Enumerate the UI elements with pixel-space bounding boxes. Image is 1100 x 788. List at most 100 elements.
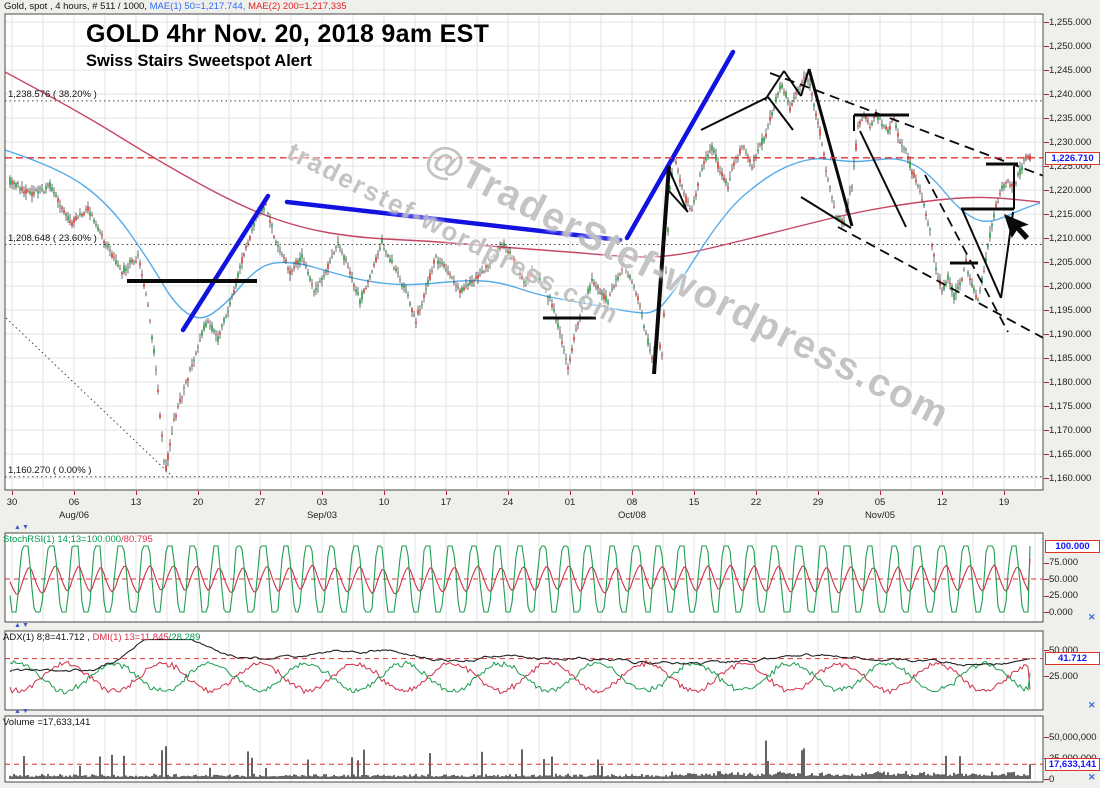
date-axis-tick	[198, 491, 199, 495]
stochrsi-axis-label: 0.000	[1049, 606, 1073, 618]
chart-subtitle: Swiss Stairs Sweetspot Alert	[86, 52, 312, 70]
volume-collapse-arrows-icon[interactable]: ▲▼	[14, 708, 30, 715]
price-axis-label: 1,240.000	[1049, 88, 1092, 100]
price-axis-tick	[1044, 22, 1049, 23]
date-axis-tick	[136, 491, 137, 495]
price-axis-tick	[1044, 382, 1049, 383]
price-axis-tick	[1044, 118, 1049, 119]
price-axis-label: 1,200.000	[1049, 280, 1092, 292]
date-axis-tick	[1004, 491, 1005, 495]
date-axis-label: 15	[688, 497, 700, 508]
date-axis-tick	[570, 491, 571, 495]
adx-axis-label: 50.000	[1049, 644, 1079, 656]
price-axis-label: 1,175.000	[1049, 400, 1092, 412]
price-axis-tick	[1044, 286, 1049, 287]
price-axis-label: 1,195.000	[1049, 304, 1092, 316]
instrument-header: Gold, spot , 4 hours, # 511 / 1000, MAE(…	[4, 1, 347, 12]
price-axis-label: 1,245.000	[1049, 64, 1092, 76]
stochrsi-label: StochRSI(1) 14;13=100.000/80.795	[3, 534, 153, 545]
date-axis-tick	[446, 491, 447, 495]
date-axis-tick	[818, 491, 819, 495]
date-axis-label: 29	[812, 497, 824, 508]
volume-label: Volume =17,633,141	[3, 717, 91, 728]
date-axis-label: 03	[316, 497, 328, 508]
stochrsi-axis-label: 50.000	[1049, 573, 1079, 585]
date-axis-tick	[942, 491, 943, 495]
date-axis-tick	[756, 491, 757, 495]
adx-collapse-arrows-icon[interactable]: ▲▼	[14, 622, 30, 629]
adx-label: ADX(1) 8;8=41.712 , DMI(1) 13=11.845/28.…	[3, 632, 201, 643]
price-axis-label: 1,210.000	[1049, 232, 1092, 244]
fib-label-23-6: 1,208.648 ( 23.60% )	[8, 233, 97, 244]
price-axis-label: 1,255.000	[1049, 16, 1092, 28]
date-axis-tick	[12, 491, 13, 495]
price-axis-tick	[1044, 358, 1049, 359]
price-axis-tick	[1044, 166, 1049, 167]
date-axis-label: 08	[626, 497, 638, 508]
month-axis-label: Aug/06	[58, 510, 90, 521]
instrument-label: Gold, spot , 4 hours, # 511 / 1000,	[4, 1, 147, 12]
mae1-label: MAE(1) 50=1,217.744,	[146, 1, 246, 12]
price-axis-label: 1,225.000	[1049, 160, 1092, 172]
price-axis-label: 1,165.000	[1049, 448, 1092, 460]
price-axis-tick	[1044, 214, 1049, 215]
volume-axis-label: 50,000,000	[1049, 731, 1097, 743]
date-axis-label: 05	[874, 497, 886, 508]
date-axis-label: 19	[998, 497, 1010, 508]
price-axis-tick	[1044, 262, 1049, 263]
date-axis-tick	[632, 491, 633, 495]
price-axis-label: 1,160.000	[1049, 472, 1092, 484]
stochrsi-close-icon[interactable]: ✕	[1088, 612, 1096, 622]
date-axis-label: 12	[936, 497, 948, 508]
date-axis-tick	[260, 491, 261, 495]
date-axis-label: 06	[68, 497, 80, 508]
date-axis-label: 10	[378, 497, 390, 508]
price-axis-tick	[1044, 190, 1049, 191]
date-axis-tick	[694, 491, 695, 495]
adx-value-tag: 41.712	[1045, 652, 1100, 665]
price-axis-label: 1,230.000	[1049, 136, 1092, 148]
date-axis-tick	[74, 491, 75, 495]
price-axis-label: 1,205.000	[1049, 256, 1092, 268]
price-axis-tick	[1044, 310, 1049, 311]
volume-axis-label: 0	[1049, 773, 1055, 785]
price-axis-label: 1,170.000	[1049, 424, 1092, 436]
date-axis-label: 17	[440, 497, 452, 508]
price-axis-label: 1,190.000	[1049, 328, 1092, 340]
price-axis-tick	[1044, 70, 1049, 71]
volume-close-icon[interactable]: ✕	[1088, 772, 1096, 782]
stochrsi-collapse-arrows-icon[interactable]: ▲▼	[14, 524, 30, 531]
month-axis-label: Oct/08	[618, 510, 646, 521]
price-axis-label: 1,180.000	[1049, 376, 1092, 388]
month-axis-label: Nov/05	[864, 510, 896, 521]
date-axis-label: 27	[254, 497, 266, 508]
date-axis-tick	[384, 491, 385, 495]
price-axis-label: 1,215.000	[1049, 208, 1092, 220]
price-axis-tick	[1044, 430, 1049, 431]
stochrsi-axis-label: 75.000	[1049, 557, 1079, 568]
adx-axis-label: 25.000	[1049, 670, 1079, 682]
date-axis-label: 24	[502, 497, 514, 508]
last-price-tag: 1,226.710	[1045, 152, 1100, 165]
date-axis-tick	[880, 491, 881, 495]
date-axis-label: 13	[130, 497, 142, 508]
date-axis-tick	[508, 491, 509, 495]
fib-label-38-2: 1,238.576 ( 38.20% )	[8, 89, 97, 100]
stochrsi-value-tag: 100.000	[1045, 540, 1100, 553]
price-axis-tick	[1044, 478, 1049, 479]
stochrsi-axis-label: 25.000	[1049, 590, 1079, 601]
date-axis-label: 22	[750, 497, 762, 508]
date-axis-tick	[322, 491, 323, 495]
price-axis-label: 1,235.000	[1049, 112, 1092, 124]
price-axis-tick	[1044, 454, 1049, 455]
mae2-label: MAE(2) 200=1,217.335	[245, 1, 347, 12]
date-axis-label: 20	[192, 497, 204, 508]
fib-label-0: 1,160.270 ( 0.00% )	[8, 465, 92, 476]
price-axis-tick	[1044, 406, 1049, 407]
adx-close-icon[interactable]: ✕	[1088, 700, 1096, 710]
price-axis-tick	[1044, 46, 1049, 47]
price-axis-tick	[1044, 94, 1049, 95]
price-axis-tick	[1044, 238, 1049, 239]
volume-value-tag: 17,633,141	[1045, 758, 1100, 771]
